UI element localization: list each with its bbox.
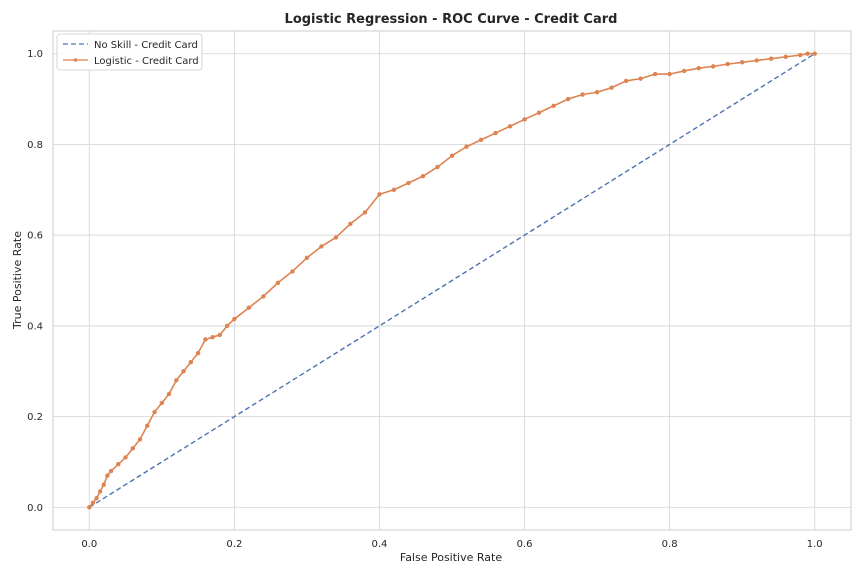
data-point (130, 446, 135, 451)
data-point (769, 56, 774, 61)
data-point (725, 61, 730, 67)
legend-label-no-skill: No Skill - Credit Card (94, 40, 198, 51)
data-point (551, 103, 556, 109)
data-point (798, 52, 803, 58)
x-tick-label: 0.8 (662, 539, 678, 550)
data-point (507, 124, 513, 129)
data-point (638, 76, 643, 81)
y-tick-label: 0.2 (27, 412, 43, 423)
data-point (90, 500, 96, 505)
y-tick-label: 0.0 (27, 503, 43, 514)
x-tick-label: 1.0 (807, 539, 823, 550)
x-tick-label: 0.0 (81, 539, 97, 550)
x-tick-label: 0.6 (517, 539, 533, 550)
data-point (94, 496, 99, 501)
data-point (754, 58, 759, 63)
data-point (275, 280, 281, 285)
legend-marker-logistic (73, 58, 78, 62)
x-axis-label: False Positive Rate (400, 551, 502, 564)
data-point (87, 505, 92, 510)
data-point (478, 137, 484, 143)
tick-labels: 0.0 0.2 0.4 0.6 0.8 1.0 0.0 0.2 0.4 0.6 0.8 1.0 (27, 49, 823, 550)
data-point (812, 51, 817, 56)
legend-label-logistic: Logistic - Credit Card (94, 56, 199, 67)
plot-frame (52, 30, 852, 531)
data-point (145, 423, 150, 428)
data-point (101, 482, 106, 487)
data-point (217, 332, 223, 338)
data-point (181, 369, 186, 374)
data-point (123, 455, 128, 460)
data-point (783, 54, 788, 60)
data-point (536, 110, 542, 115)
data-point (108, 468, 114, 474)
data-point (290, 269, 295, 274)
data-point (739, 60, 745, 65)
y-tick-label: 0.4 (27, 321, 43, 332)
chart-title: Logistic Regression - ROC Curve - Credit… (285, 12, 618, 27)
legend: No Skill - Credit Card Logistic - Credit… (56, 33, 203, 71)
data-point (420, 173, 426, 179)
data-point (159, 400, 165, 406)
x-tick-label: 0.4 (372, 539, 388, 550)
data-point (105, 473, 110, 478)
data-point (137, 437, 143, 442)
data-point (348, 221, 353, 226)
data-point (464, 144, 469, 149)
y-tick-label: 0.8 (27, 140, 43, 151)
y-tick-label: 1.0 (27, 49, 43, 60)
data-point (246, 305, 252, 310)
data-point (97, 489, 103, 494)
data-point (232, 316, 237, 322)
data-point (565, 96, 571, 102)
data-point (116, 462, 121, 467)
data-point (391, 187, 397, 192)
data-point (667, 71, 672, 77)
data-point (224, 323, 230, 329)
y-axis-label: True Positive Rate (11, 231, 24, 330)
series-markers-1 (87, 51, 817, 510)
y-tick-label: 0.6 (27, 231, 43, 242)
data-point (377, 192, 382, 197)
series-line-0 (88, 53, 816, 508)
data-point (652, 71, 658, 77)
data-point (261, 294, 266, 299)
data-point (304, 255, 310, 261)
data-point (493, 130, 498, 136)
data-point (580, 92, 585, 97)
data-point (681, 68, 687, 74)
data-point (435, 164, 440, 170)
data-point (594, 90, 600, 95)
plot-border (52, 30, 852, 531)
data-point (319, 244, 324, 249)
data-point (210, 335, 215, 340)
data-point (362, 210, 368, 215)
data-point (710, 64, 716, 69)
data-point (333, 235, 339, 240)
data-point (805, 51, 810, 56)
x-tick-label: 0.2 (226, 539, 242, 550)
data-point (174, 378, 179, 383)
data-point (623, 78, 629, 84)
data-point (406, 180, 411, 186)
data-point (696, 65, 701, 71)
data-point (609, 85, 614, 90)
data-point (203, 337, 208, 342)
data-point (522, 117, 527, 122)
data-point (449, 153, 455, 158)
data-point (188, 359, 194, 365)
data-point (166, 391, 172, 397)
legend-box (56, 33, 203, 71)
series-layer (87, 51, 817, 510)
data-point (195, 350, 201, 356)
data-point (152, 409, 157, 415)
